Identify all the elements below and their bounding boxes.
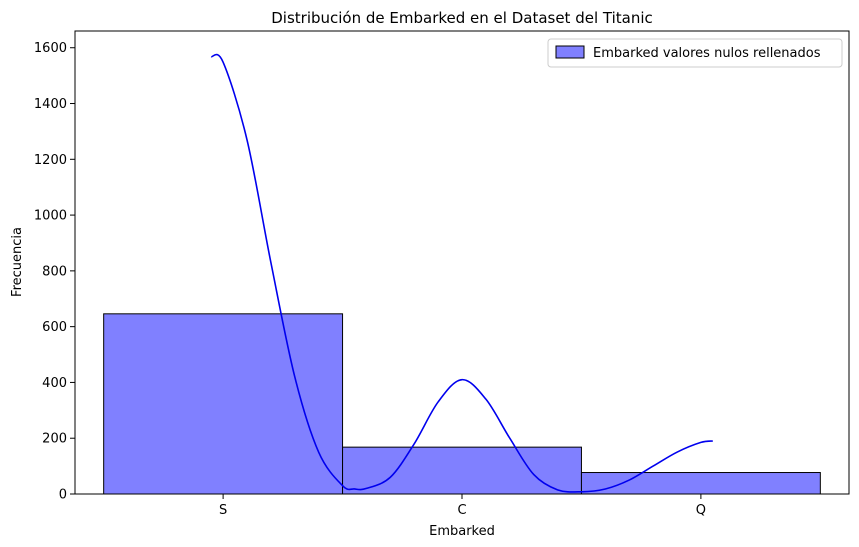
bar-group — [103, 313, 821, 495]
legend-label: Embarked valores nulos rellenados — [593, 46, 821, 61]
chart-title: Distribución de Embarked en el Dataset d… — [271, 9, 653, 27]
legend-swatch — [555, 45, 585, 59]
y-tick-label: 1400 — [34, 97, 67, 112]
y-tick-label: 400 — [42, 376, 67, 391]
bar-S — [103, 313, 344, 495]
y-tick-label: 1600 — [34, 41, 67, 56]
y-tick-label: 0 — [59, 488, 67, 503]
legend-box — [547, 38, 843, 68]
y-axis: 0 200 400 600 800 1000 1200 1400 1600 — [34, 41, 75, 503]
x-tick-label-Q: Q — [696, 503, 706, 518]
y-axis-title: Frecuencia — [10, 227, 25, 297]
kde-line — [210, 53, 713, 493]
y-tick-label: 800 — [42, 264, 67, 279]
bar-Q — [580, 472, 821, 495]
legend: Embarked valores nulos rellenados — [547, 38, 843, 68]
x-axis-title: Embarked — [429, 524, 495, 539]
y-tick-label: 600 — [42, 320, 67, 335]
y-tick-label: 200 — [42, 432, 67, 447]
bar-C — [342, 446, 582, 495]
y-tick-label: 1000 — [34, 209, 67, 224]
x-tick-label-S: S — [219, 503, 227, 518]
kde-curve-group — [210, 53, 713, 493]
x-tick-label-C: C — [457, 503, 466, 518]
y-tick-label: 1200 — [34, 153, 67, 168]
